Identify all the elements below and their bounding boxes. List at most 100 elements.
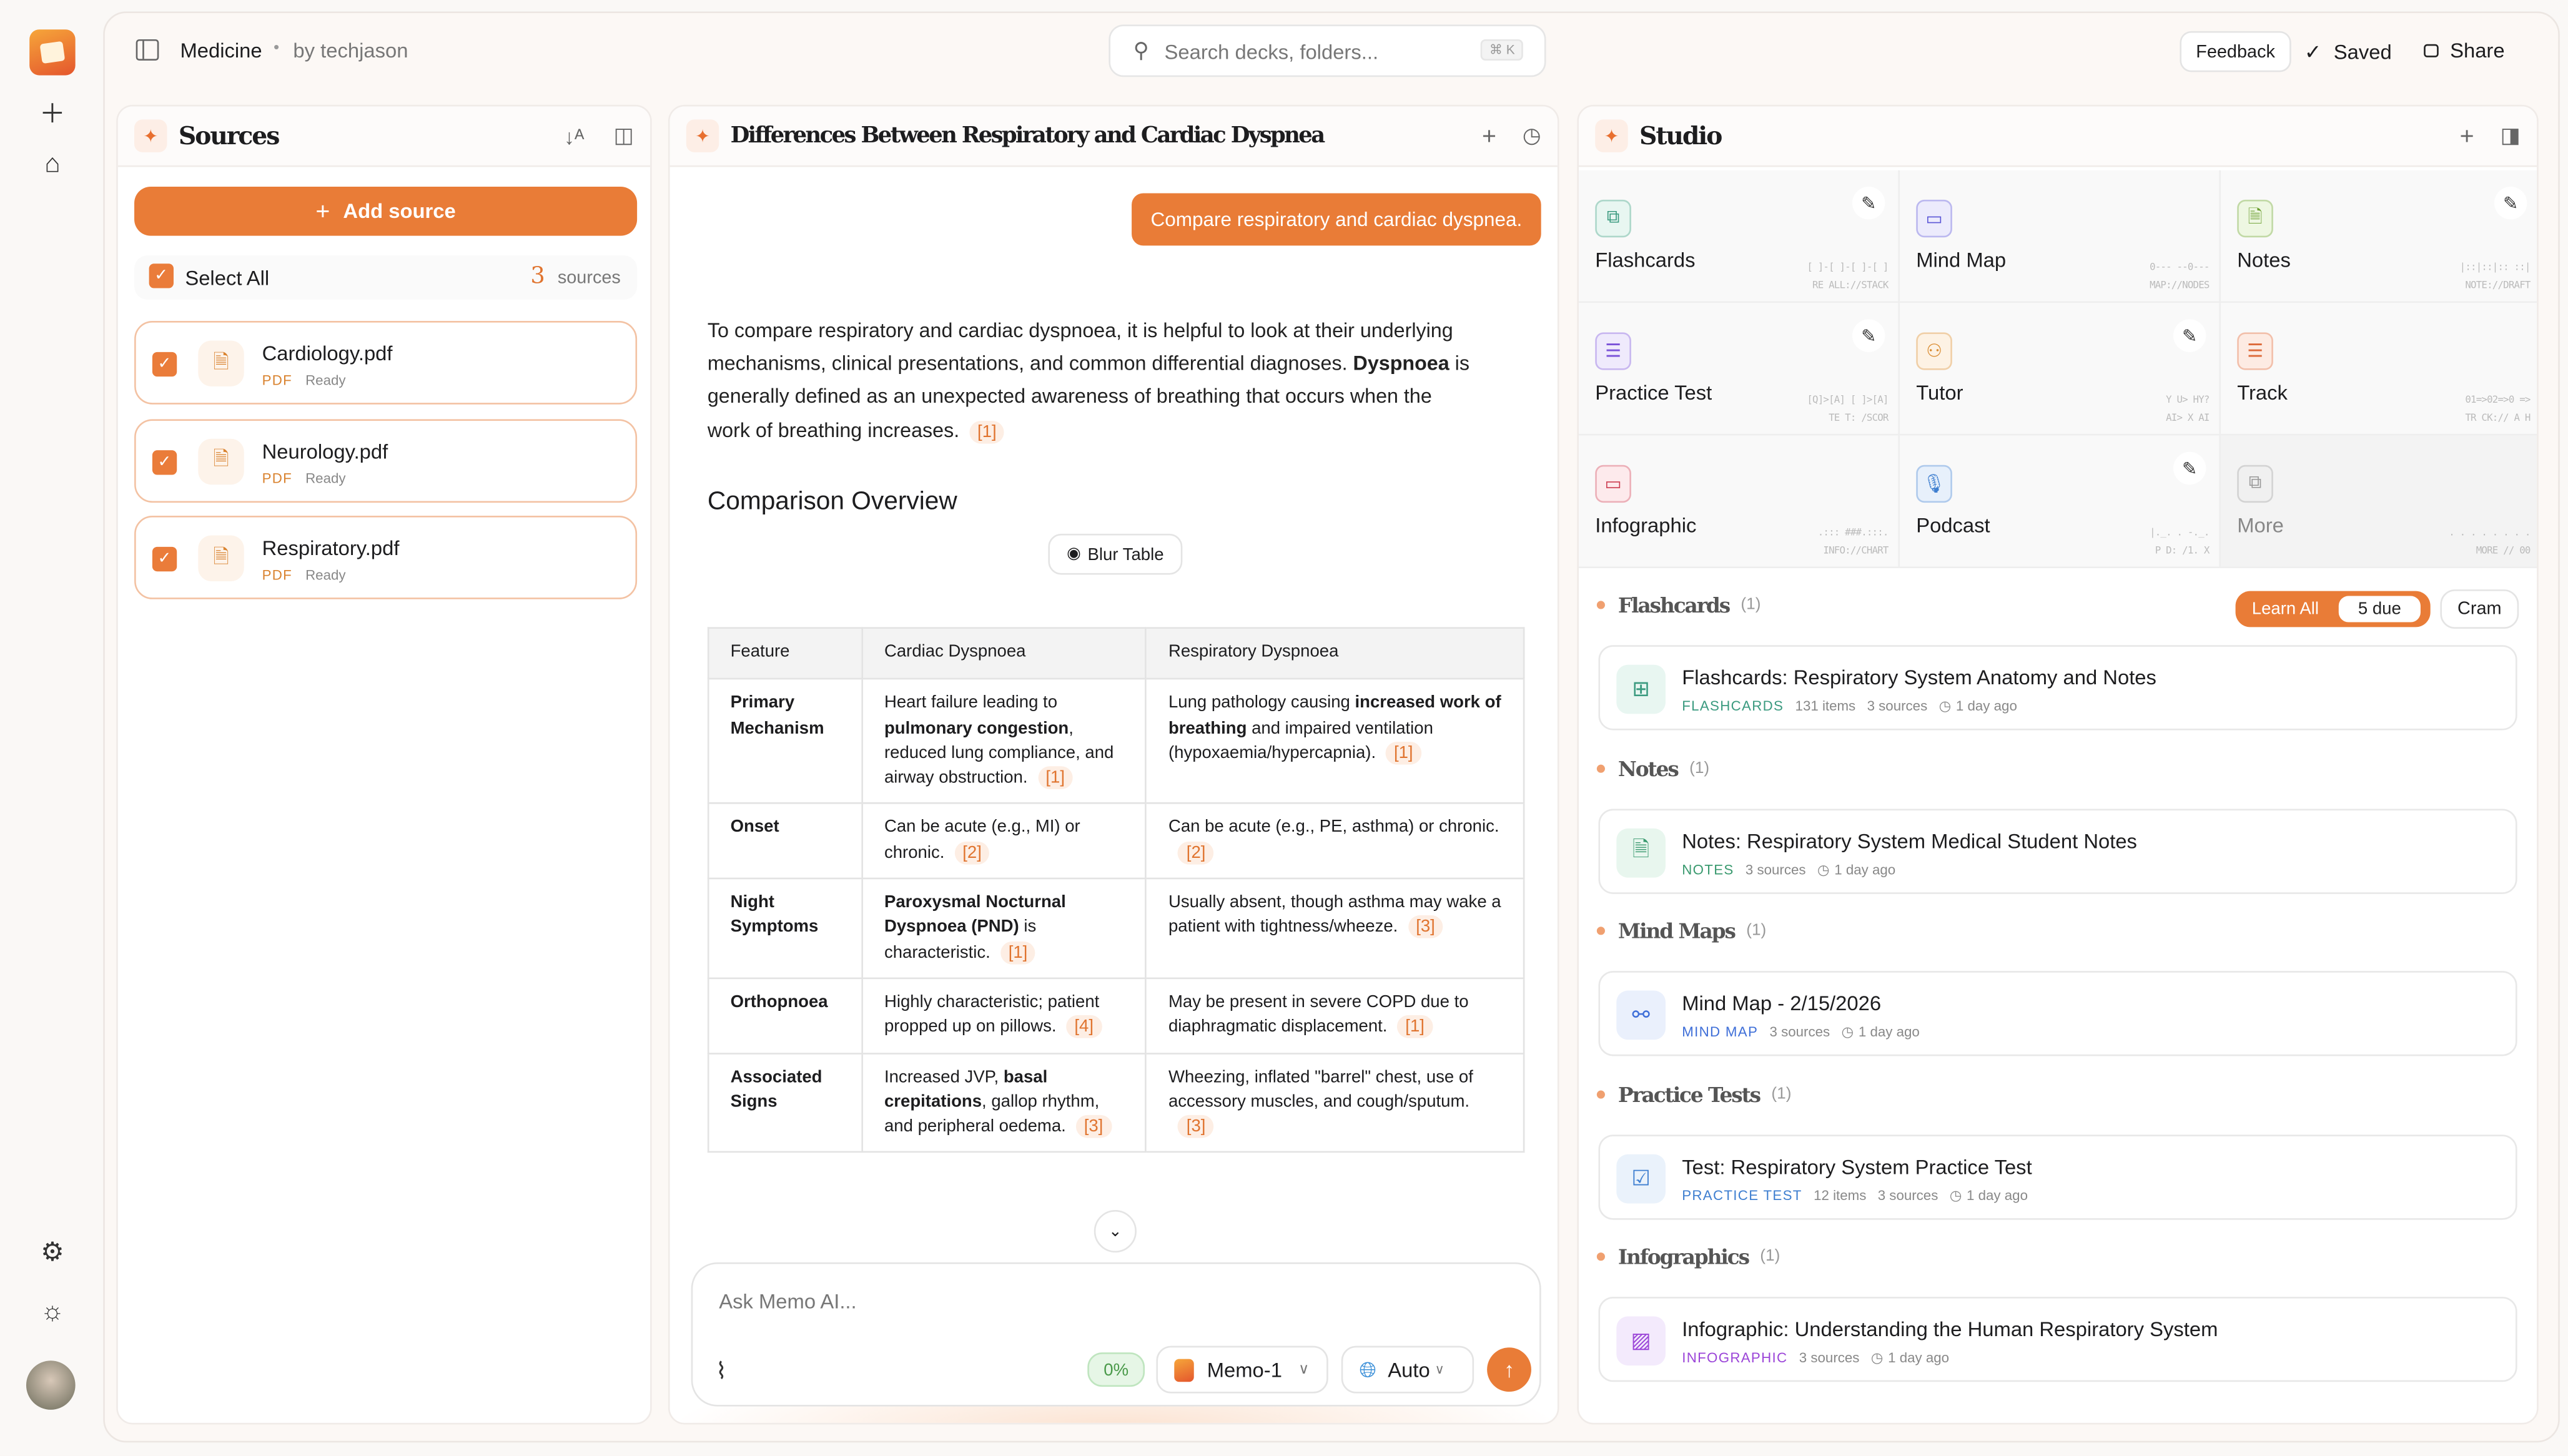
sidebar-toggle-icon[interactable] <box>136 39 159 61</box>
chat-header: ✦ Differences Between Respiratory and Ca… <box>669 106 1558 167</box>
tile-label: Flashcards <box>1595 248 1696 272</box>
studio-tile-flashcards[interactable]: ⧉ Flashcards [ ]-[ ]-[ ]-[ ] RE ALL://STACK… <box>1578 170 1900 303</box>
studio-tile-mind-map[interactable]: ▭ Mind Map 0--- --0--- MAP://NODES <box>1899 170 2221 303</box>
text-segment: Heart failure leading to <box>884 693 1058 713</box>
new-chat-icon[interactable]: + <box>1481 122 1496 150</box>
citation-badge[interactable]: [1] <box>1000 941 1036 964</box>
feedback-button[interactable]: Feedback <box>2180 31 2291 72</box>
practice-test-icon: ☑ <box>1616 1154 1666 1203</box>
citation-badge[interactable]: [3] <box>1178 1115 1214 1138</box>
search-input[interactable]: ⚲ Search decks, folders... ⌘ K <box>1109 24 1546 77</box>
source-meta: PDF Ready <box>262 469 346 485</box>
send-button[interactable]: ↑ <box>1487 1347 1531 1392</box>
cardiac-cell: Heart failure leading to pulmonary conge… <box>861 678 1147 805</box>
bold-text: pulmonary congestion <box>884 718 1069 738</box>
source-checkbox[interactable]: ✓ <box>152 546 177 572</box>
home-icon[interactable]: ⌂ <box>44 150 61 179</box>
artifact-sources: 3 sources <box>1769 1023 1830 1040</box>
source-card[interactable]: ✓ 🗎︎ Neurology.pdf PDF Ready <box>134 418 638 502</box>
document-icon: 🗎︎ <box>2237 199 2273 238</box>
share-button[interactable]: Share <box>2424 39 2505 62</box>
artifact-card[interactable]: ▨ Infographic: Understanding the Human Re… <box>1598 1297 2517 1383</box>
history-icon[interactable]: ◷ <box>1522 122 1541 148</box>
add-source-button[interactable]: + Add source <box>134 186 638 236</box>
select-all-row[interactable]: ✓ Select All 3 sources <box>134 255 638 300</box>
source-card[interactable]: ✓ 🗎︎ Cardiology.pdf PDF Ready <box>134 320 638 405</box>
search-icon: ⚲ <box>1133 37 1149 62</box>
artifact-type: FLASHCARDS <box>1682 697 1784 714</box>
language-selector[interactable]: 🌐︎ Auto ∨ <box>1341 1345 1474 1394</box>
section-header: Infographics (1) <box>1596 1245 1780 1269</box>
studio-tile-notes[interactable]: 🗎︎ Notes |::|::|:: ::| NOTE://DRAFT ✎ <box>2220 170 2537 303</box>
artifact-card[interactable]: 🗎︎ Notes: Respiratory System Medical Stud… <box>1598 808 2517 893</box>
citation-badge[interactable]: [2] <box>1178 841 1214 865</box>
cram-button[interactable]: Cram <box>2440 589 2519 629</box>
citation-badge[interactable]: [1] <box>969 420 1005 443</box>
saved-label: Saved <box>2333 41 2392 64</box>
text-segment: Usually absent, though asthma may wake a… <box>1168 892 1501 937</box>
source-checkbox[interactable]: ✓ <box>152 449 177 475</box>
tile-decoration: MORE // 00 <box>2476 545 2531 557</box>
section-header: Notes (1) <box>1596 755 1709 780</box>
table-row: Onset Can be acute (e.g., MI) or chronic.… <box>707 803 1525 880</box>
source-count-label: sources <box>557 268 621 288</box>
studio-tile-practice-test[interactable]: ☰ Practice Test [Q]>[A] [ ]>[A] TE T: /SCOR… <box>1578 303 1900 436</box>
settings-icon[interactable]: ⚙ <box>41 1239 64 1267</box>
citation-badge[interactable]: [2] <box>954 841 990 865</box>
artifact-sources: 3 sources <box>1877 1186 1938 1203</box>
feature-cell: Night Symptoms <box>707 877 863 980</box>
source-status: Ready <box>305 566 346 583</box>
studio-tile-tutor[interactable]: ⚇ Tutor Y U> HY? AI> X AI ✎ <box>1899 303 2221 436</box>
studio-tile-podcast[interactable]: 🎙︎ Podcast |._. . -._. P D: /1. X ✎ <box>1899 435 2221 568</box>
bold-text: increased work of breathing <box>1168 693 1501 738</box>
sun-icon[interactable]: ☼ <box>40 1298 65 1327</box>
learn-all-button[interactable]: Learn All 5 due <box>2235 591 2431 627</box>
citation-badge[interactable]: [3] <box>1408 915 1443 939</box>
avatar[interactable] <box>26 1360 76 1410</box>
citation-badge[interactable]: [3] <box>1075 1115 1112 1138</box>
respiratory-cell: Usually absent, though asthma may wake a… <box>1145 877 1525 980</box>
assistant-intro: To compare respiratory and cardiac dyspn… <box>708 315 1478 447</box>
deck-title: Medicine <box>180 39 262 62</box>
citation-badge[interactable]: [1] <box>1397 1015 1433 1039</box>
studio-tile-more[interactable]: ⧉ More . . . . . . . . MORE // 00 <box>2220 435 2537 568</box>
sort-az-icon[interactable]: ↓ᴬ <box>563 123 585 149</box>
artifact-card[interactable]: ☑ Test: Respiratory System Practice Test P… <box>1598 1134 2517 1220</box>
infographic-icon: ▭ <box>1595 465 1631 503</box>
source-card[interactable]: ✓ 🗎︎ Respiratory.pdf PDF Ready <box>134 516 638 599</box>
pencil-icon[interactable]: ✎ <box>2494 186 2527 220</box>
collapse-panel-icon[interactable]: ◨ <box>2500 122 2521 148</box>
pencil-icon[interactable]: ✎ <box>2173 451 2206 485</box>
source-meta: PDF Ready <box>262 371 346 388</box>
pencil-icon[interactable]: ✎ <box>2173 319 2206 352</box>
section-header: Practice Tests (1) <box>1596 1082 1791 1106</box>
app-logo[interactable] <box>29 29 76 76</box>
text-segment: is generally defined as an unexpected aw… <box>707 352 1469 442</box>
blur-table-button[interactable]: ◉ Blur Table <box>1048 533 1183 575</box>
artifact-card[interactable]: ⚯ Mind Map - 2/15/2026 MIND MAP 3 sources ◷ 1… <box>1598 971 2517 1056</box>
model-selector[interactable]: Memo-1 ∨ <box>1156 1345 1328 1394</box>
studio-tile-track[interactable]: ☰ Track 01=>02=>0 => TR CK:// A H <box>2220 303 2537 436</box>
pencil-icon[interactable]: ✎ <box>1852 319 1885 352</box>
scroll-down-button[interactable]: ⌄ <box>1094 1209 1137 1253</box>
feature-cell: Orthopnoea <box>707 977 863 1054</box>
artifact-card[interactable]: ⊞ Flashcards: Respiratory System Anatomy … <box>1598 645 2517 730</box>
source-meta: PDF Ready <box>262 566 346 583</box>
add-icon[interactable]: + <box>2459 122 2474 150</box>
image-icon: ▨ <box>1616 1317 1666 1367</box>
source-checkbox[interactable]: ✓ <box>152 352 177 377</box>
text-segment: Can be acute (e.g., PE, asthma) or chron… <box>1168 817 1499 838</box>
bullet-dot <box>1596 601 1605 609</box>
citation-badge[interactable]: [4] <box>1066 1015 1102 1039</box>
citation-badge[interactable]: [1] <box>1037 766 1074 790</box>
tile-decoration: Y U> HY? <box>2166 394 2210 406</box>
select-all-checkbox[interactable]: ✓ <box>149 263 174 288</box>
pencil-icon[interactable]: ✎ <box>1852 186 1885 220</box>
collapse-panel-icon[interactable]: ◫ <box>613 122 634 148</box>
plus-icon[interactable]: ＋ <box>39 101 66 130</box>
paperclip-icon[interactable]: ⌇ <box>715 1357 727 1384</box>
tile-decoration: 01=>02=>0 => <box>2465 394 2531 406</box>
citation-badge[interactable]: [1] <box>1385 741 1421 765</box>
chat-input[interactable]: Ask Memo AI... <box>719 1290 857 1314</box>
studio-tile-infographic[interactable]: ▭ Infographic.::: ###.:::. INFO://CHART <box>1578 435 1900 568</box>
